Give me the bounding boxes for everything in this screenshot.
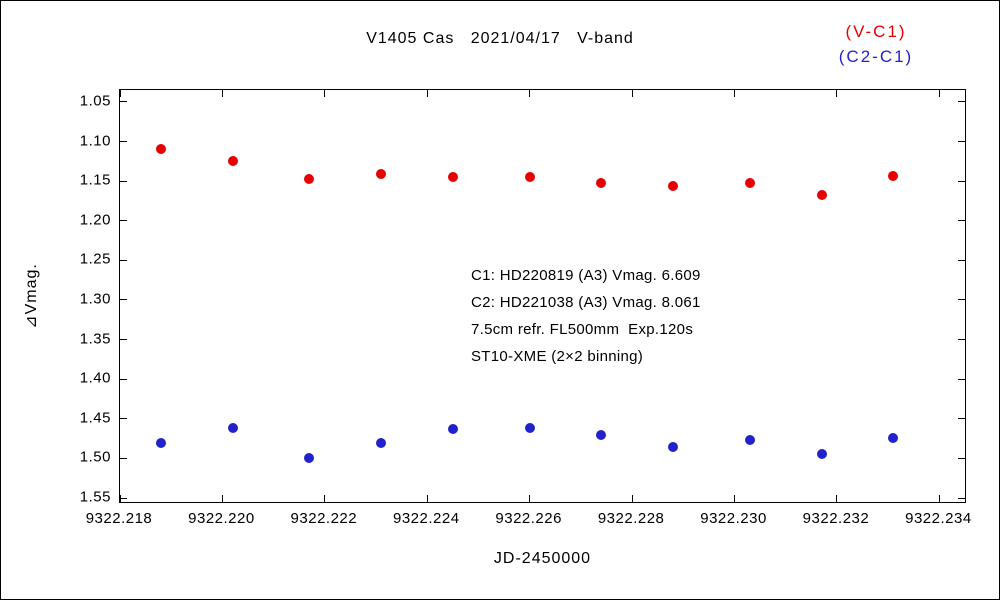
x-tick-labels: 9322.218 9322.220 9322.222 9322.224 9322.226… bbox=[86, 510, 971, 532]
tick-mark bbox=[426, 90, 428, 97]
y-tick-label: 1.20 bbox=[79, 211, 111, 229]
data-point-v-c1 bbox=[744, 178, 755, 189]
data-point-c2-c1 bbox=[155, 438, 166, 449]
x-tick-label: 9322.218 bbox=[85, 510, 153, 527]
data-point-c2-c1 bbox=[596, 429, 607, 440]
x-tick-label: 9322.224 bbox=[392, 510, 460, 527]
tick-mark bbox=[958, 141, 965, 142]
data-point-c2-c1 bbox=[744, 435, 755, 446]
y-tick-label: 1.45 bbox=[79, 409, 111, 427]
tick-mark bbox=[120, 220, 127, 222]
data-point-v-c1 bbox=[596, 177, 607, 188]
tick-mark bbox=[938, 90, 940, 97]
tick-mark bbox=[426, 495, 428, 502]
tick-mark bbox=[734, 495, 736, 502]
y-tick-label: 1.50 bbox=[79, 448, 111, 466]
x-tick-label: 9322.230 bbox=[700, 510, 767, 527]
tick-mark bbox=[836, 495, 838, 502]
tick-mark bbox=[120, 339, 127, 341]
tick-mark bbox=[631, 495, 633, 502]
tick-mark bbox=[120, 101, 127, 103]
y-tick-label: 1.35 bbox=[79, 330, 111, 348]
data-point-v-c1 bbox=[447, 172, 458, 183]
tick-mark bbox=[120, 180, 127, 182]
tick-mark bbox=[836, 90, 838, 97]
tick-mark bbox=[119, 90, 121, 97]
data-point-c2-c1 bbox=[227, 422, 238, 433]
data-point-c2-c1 bbox=[447, 424, 458, 435]
x-tick-label: 9322.232 bbox=[802, 510, 870, 527]
data-point-v-c1 bbox=[816, 190, 827, 201]
data-point-v-c1 bbox=[227, 156, 238, 167]
data-point-v-c1 bbox=[888, 170, 899, 181]
tick-mark bbox=[958, 418, 965, 420]
y-tick-label: 1.40 bbox=[79, 369, 111, 387]
tick-mark bbox=[324, 90, 326, 97]
tick-mark bbox=[958, 339, 965, 341]
chart-title: V1405 Cas 2021/04/17 V-band bbox=[366, 30, 634, 47]
legend-entry-c2-c1: (C2-C1) bbox=[838, 47, 914, 66]
y-tick-label: 1.10 bbox=[79, 132, 111, 149]
plot-area bbox=[119, 89, 966, 503]
tick-mark bbox=[120, 497, 127, 499]
tick-mark bbox=[120, 141, 127, 142]
data-point-c2-c1 bbox=[524, 422, 535, 433]
tick-mark bbox=[958, 299, 965, 301]
data-point-v-c1 bbox=[155, 144, 166, 155]
y-tick-label: 1.15 bbox=[79, 171, 111, 189]
x-tick-label: 9322.222 bbox=[290, 510, 358, 527]
x-tick-label: 9322.226 bbox=[495, 510, 562, 527]
data-point-c2-c1 bbox=[888, 432, 899, 443]
y-tick-labels: 1.05 1.10 1.15 1.20 1.25 1.30 1.35 1.40 1.45 1.50… bbox=[1, 89, 111, 506]
tick-mark bbox=[938, 495, 940, 502]
data-point-v-c1 bbox=[524, 172, 535, 183]
tick-mark bbox=[221, 90, 223, 97]
data-point-c2-c1 bbox=[816, 449, 827, 460]
tick-mark bbox=[958, 101, 965, 103]
data-point-c2-c1 bbox=[304, 452, 315, 463]
tick-mark bbox=[221, 495, 223, 502]
tick-mark bbox=[958, 259, 965, 261]
y-tick-label: 1.05 bbox=[79, 92, 111, 110]
annotation-block: C1: HD220819 (A3) Vmag. 6.609 C2: HD2210… bbox=[471, 262, 701, 370]
tick-mark bbox=[529, 90, 531, 97]
annotation-line-camera: ST10-XME (2×2 binning) bbox=[471, 348, 644, 365]
data-point-v-c1 bbox=[376, 168, 387, 179]
tick-mark bbox=[529, 495, 531, 502]
tick-mark bbox=[324, 495, 326, 502]
x-tick-label: 9322.234 bbox=[905, 510, 972, 527]
tick-mark bbox=[958, 220, 965, 222]
legend: (V-C1) (C2-C1) bbox=[801, 22, 951, 67]
x-tick-label: 9322.228 bbox=[597, 510, 665, 527]
legend-entry-v-c1: (V-C1) bbox=[845, 22, 907, 41]
tick-mark bbox=[958, 457, 965, 459]
annotation-line-c1: C1: HD220819 (A3) Vmag. 6.609 bbox=[471, 267, 701, 284]
data-point-c2-c1 bbox=[376, 438, 387, 449]
data-point-v-c1 bbox=[668, 180, 679, 191]
tick-mark bbox=[631, 90, 633, 97]
tick-mark bbox=[120, 457, 127, 459]
tick-mark bbox=[120, 418, 127, 420]
annotation-line-c2: C2: HD221038 (A3) Vmag. 8.061 bbox=[471, 294, 701, 311]
data-point-v-c1 bbox=[304, 173, 315, 184]
tick-mark bbox=[958, 378, 965, 380]
tick-mark bbox=[120, 299, 127, 301]
y-tick-label: 1.30 bbox=[79, 290, 111, 308]
data-point-c2-c1 bbox=[668, 442, 679, 453]
x-axis-label: JD-2450000 bbox=[493, 550, 592, 567]
tick-mark bbox=[120, 378, 127, 380]
y-tick-label: 1.55 bbox=[79, 488, 111, 506]
annotation-line-telescope: 7.5cm refr. FL500mm Exp.120s bbox=[471, 321, 694, 338]
tick-mark bbox=[958, 497, 965, 499]
tick-mark bbox=[734, 90, 736, 97]
tick-mark bbox=[958, 180, 965, 182]
tick-mark bbox=[120, 259, 127, 261]
x-tick-label: 9322.220 bbox=[188, 510, 255, 527]
y-tick-label: 1.25 bbox=[79, 250, 111, 268]
